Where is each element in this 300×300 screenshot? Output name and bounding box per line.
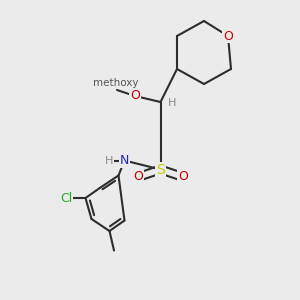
Text: O: O	[223, 29, 233, 43]
Text: Cl: Cl	[60, 191, 72, 205]
Text: H: H	[105, 155, 114, 166]
Text: S: S	[156, 163, 165, 176]
Text: N: N	[120, 154, 129, 167]
Text: O: O	[178, 170, 188, 184]
Text: O: O	[133, 170, 143, 184]
Text: H: H	[168, 98, 177, 109]
Text: methoxy: methoxy	[93, 80, 123, 85]
Text: O: O	[130, 89, 140, 103]
Text: methoxy: methoxy	[93, 77, 138, 88]
Text: methoxy: methoxy	[111, 83, 117, 84]
